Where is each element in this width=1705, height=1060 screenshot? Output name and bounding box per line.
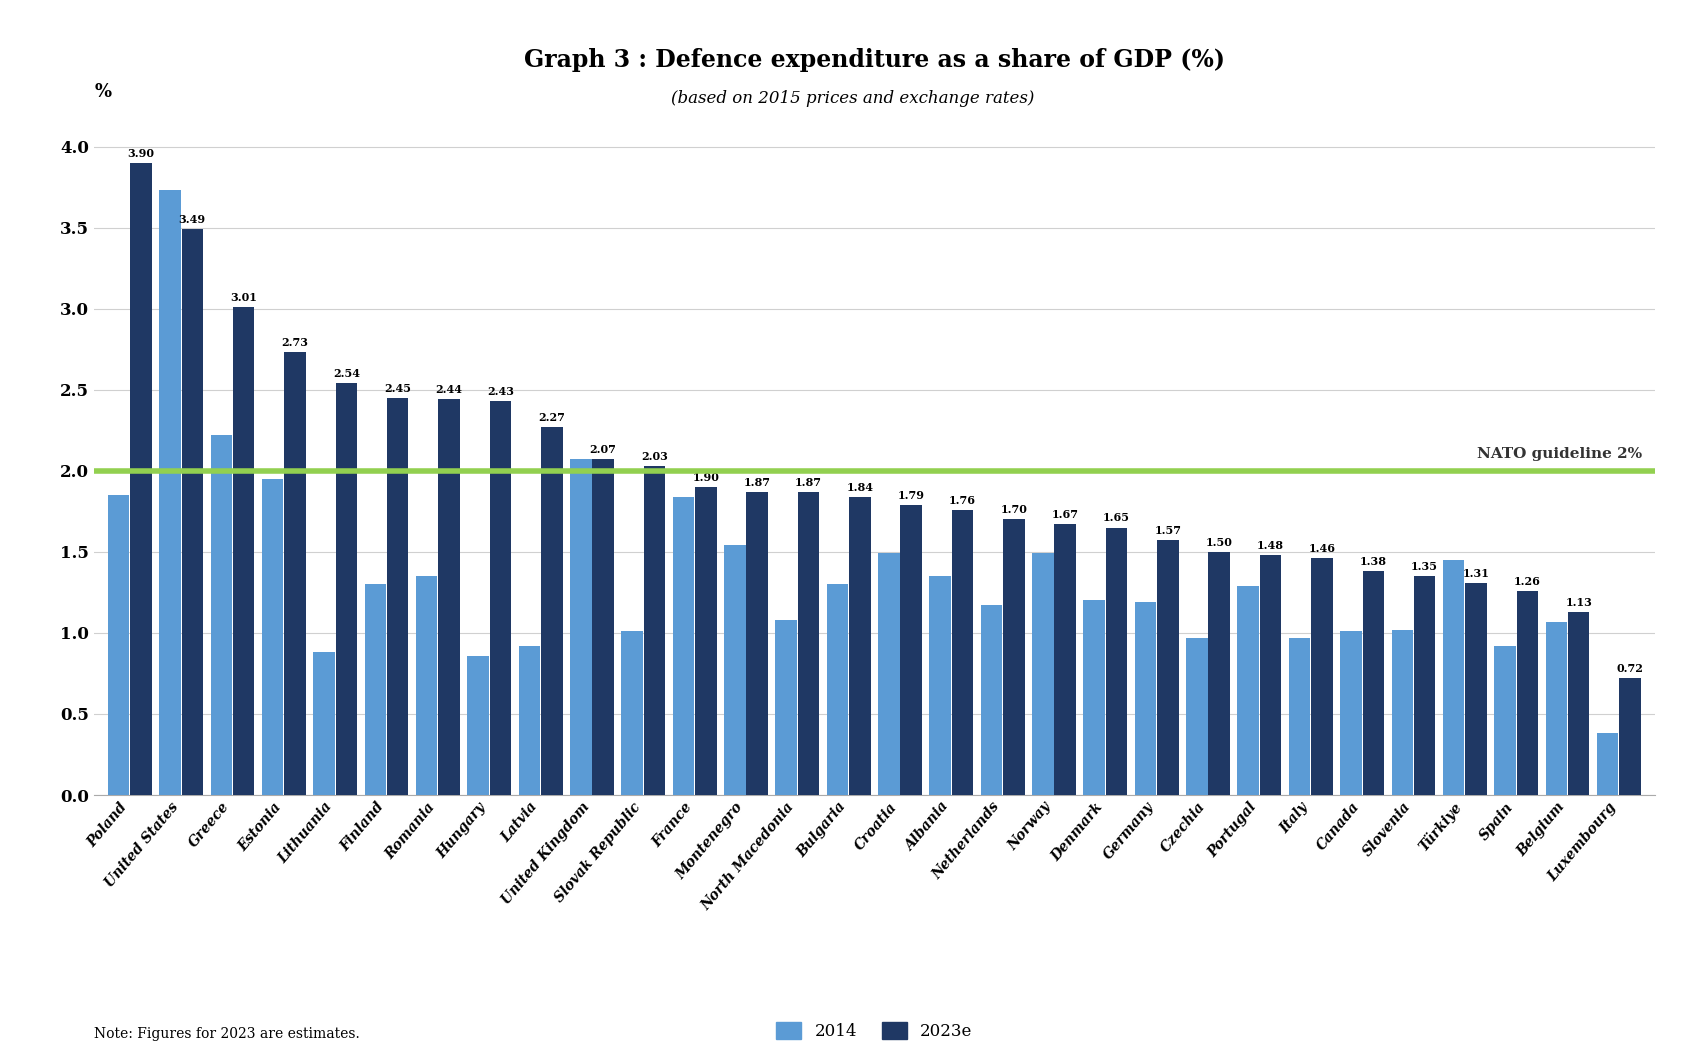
Text: %: %: [95, 83, 113, 101]
Text: 1.87: 1.87: [743, 477, 771, 488]
Bar: [1340, 632, 1361, 795]
Bar: [980, 605, 1003, 795]
Text: 1.50: 1.50: [1205, 536, 1233, 548]
Bar: [1596, 734, 1618, 795]
Text: 3.90: 3.90: [128, 147, 155, 159]
Legend: 2014, 2023e: 2014, 2023e: [767, 1013, 980, 1048]
Bar: [1054, 525, 1076, 795]
Text: (based on 2015 prices and exchange rates): (based on 2015 prices and exchange rates…: [672, 90, 1033, 107]
Bar: [827, 584, 847, 795]
Text: 1.87: 1.87: [795, 477, 822, 488]
Bar: [181, 229, 203, 795]
Bar: [467, 655, 489, 795]
Bar: [592, 459, 614, 795]
Bar: [387, 398, 407, 795]
Bar: [232, 307, 254, 795]
Text: 1.48: 1.48: [1257, 540, 1284, 551]
Bar: [1032, 553, 1054, 795]
Bar: [1156, 541, 1178, 795]
Text: 1.31: 1.31: [1461, 567, 1488, 579]
Bar: [1311, 559, 1332, 795]
Bar: [1413, 577, 1434, 795]
Bar: [518, 646, 540, 795]
Text: 2.54: 2.54: [332, 368, 360, 379]
Bar: [1362, 571, 1383, 795]
Text: 2.27: 2.27: [539, 412, 564, 423]
Bar: [336, 384, 356, 795]
Title: Graph 3 : Defence expenditure as a share of GDP (%): Graph 3 : Defence expenditure as a share…: [523, 48, 1224, 72]
Bar: [1618, 678, 1640, 795]
Text: 1.13: 1.13: [1565, 597, 1591, 607]
Text: 1.67: 1.67: [1050, 509, 1078, 520]
Text: 1.79: 1.79: [897, 490, 924, 500]
Text: 1.70: 1.70: [999, 505, 1026, 515]
Text: 1.65: 1.65: [1103, 512, 1129, 524]
Bar: [723, 545, 745, 795]
Bar: [798, 492, 818, 795]
Bar: [643, 466, 665, 795]
Bar: [107, 495, 130, 795]
Text: 2.44: 2.44: [435, 385, 462, 395]
Bar: [1465, 583, 1487, 795]
Bar: [900, 505, 921, 795]
Bar: [314, 652, 334, 795]
Text: 1.57: 1.57: [1154, 526, 1182, 536]
Bar: [745, 492, 767, 795]
Bar: [694, 487, 716, 795]
Bar: [1442, 560, 1463, 795]
Text: 1.76: 1.76: [948, 495, 975, 506]
Bar: [1287, 638, 1309, 795]
Bar: [849, 497, 870, 795]
Bar: [1134, 602, 1156, 795]
Bar: [1494, 646, 1516, 795]
Bar: [159, 191, 181, 795]
Text: 1.90: 1.90: [692, 472, 720, 483]
Text: 1.46: 1.46: [1308, 544, 1335, 554]
Bar: [1207, 552, 1229, 795]
Bar: [285, 352, 305, 795]
Text: 1.26: 1.26: [1512, 576, 1540, 586]
Bar: [1516, 590, 1538, 795]
Bar: [1391, 630, 1412, 795]
Bar: [261, 479, 283, 795]
Text: 1.35: 1.35: [1410, 561, 1437, 572]
Bar: [365, 584, 385, 795]
Bar: [672, 497, 694, 795]
Bar: [621, 632, 643, 795]
Bar: [130, 163, 152, 795]
Text: 2.73: 2.73: [281, 337, 309, 349]
Text: 1.38: 1.38: [1359, 556, 1386, 567]
Bar: [1258, 555, 1280, 795]
Text: 2.45: 2.45: [384, 383, 411, 393]
Bar: [951, 510, 974, 795]
Text: NATO guideline 2%: NATO guideline 2%: [1477, 447, 1640, 461]
Bar: [929, 577, 950, 795]
Bar: [416, 577, 436, 795]
Text: 2.07: 2.07: [590, 444, 616, 456]
Bar: [569, 459, 592, 795]
Text: 1.84: 1.84: [846, 481, 873, 493]
Bar: [210, 435, 232, 795]
Bar: [1567, 612, 1589, 795]
Bar: [1545, 621, 1567, 795]
Bar: [438, 400, 460, 795]
Bar: [489, 401, 512, 795]
Bar: [1236, 586, 1258, 795]
Bar: [774, 620, 796, 795]
Bar: [540, 427, 563, 795]
Bar: [1083, 600, 1105, 795]
Bar: [1003, 519, 1025, 795]
Text: 3.49: 3.49: [179, 214, 206, 225]
Text: 0.72: 0.72: [1616, 664, 1642, 674]
Text: 2.03: 2.03: [641, 450, 667, 462]
Text: 3.01: 3.01: [230, 292, 257, 303]
Bar: [1105, 528, 1127, 795]
Text: Note: Figures for 2023 are estimates.: Note: Figures for 2023 are estimates.: [94, 1027, 360, 1041]
Bar: [878, 553, 899, 795]
Bar: [1185, 638, 1207, 795]
Text: 2.43: 2.43: [486, 386, 513, 398]
